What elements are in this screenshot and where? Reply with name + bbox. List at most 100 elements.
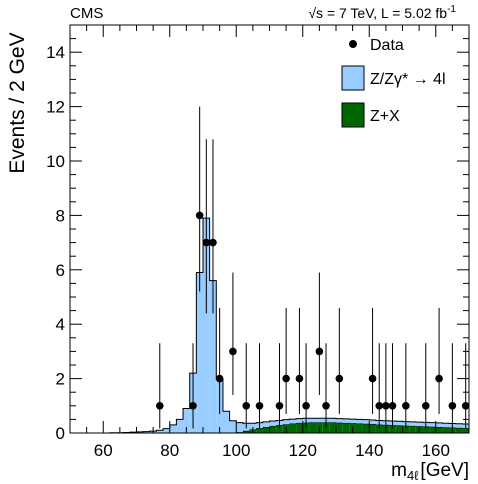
energy-lumi-label: √s = 7 TeV, L = 5.02 fb-1 — [308, 4, 456, 21]
bar-zz-138 — [362, 419, 370, 424]
bar-zx-110 — [269, 425, 277, 433]
legend-entry-1: Z/Zγ* → 4l — [341, 65, 446, 91]
x-axis-title-unit: [GeV] — [420, 460, 469, 481]
data-marker — [368, 374, 377, 383]
x-tick-label: 140 — [355, 441, 383, 460]
bar-zz-104 — [249, 423, 257, 430]
bar-zz-76 — [156, 430, 164, 433]
x-tick-label: 100 — [222, 441, 250, 460]
data-marker — [375, 402, 384, 410]
bar-zx-132 — [342, 422, 350, 433]
data-point-77 — [155, 343, 164, 429]
data-point-125 — [315, 272, 324, 395]
y-tick-label: 12 — [46, 98, 65, 117]
data-point-161 — [435, 307, 443, 414]
data-point-151 — [402, 343, 410, 429]
energy-lumi-text: √s = 7 TeV, L = 5.02 fb — [308, 5, 447, 21]
data-marker — [388, 402, 397, 410]
y-tick-label: 0 — [56, 424, 65, 443]
bar-zx-168 — [462, 428, 469, 433]
bar-zz-84 — [183, 408, 190, 433]
bar-zz-166 — [455, 423, 463, 428]
y-tick-label: 4 — [56, 315, 65, 334]
bar-zz-72 — [143, 431, 150, 433]
bar-zz-78 — [163, 428, 170, 433]
data-marker — [402, 402, 410, 410]
data-marker — [155, 402, 164, 410]
bar-zx-102 — [242, 430, 250, 433]
bar-zz-118 — [296, 418, 303, 423]
data-marker — [229, 347, 237, 356]
bar-zz-160 — [435, 422, 443, 428]
data-marker — [282, 374, 290, 383]
x-axis-title-sub: 4ℓ — [407, 468, 419, 483]
x-axis-title-main: m — [391, 460, 407, 481]
bar-zz-116 — [289, 419, 297, 424]
bar-zx-116 — [289, 423, 297, 433]
y-tick-label: 14 — [46, 43, 65, 62]
data-point-157 — [421, 343, 430, 429]
data-marker — [295, 374, 304, 383]
data-point-113 — [275, 343, 284, 429]
bar-zx-138 — [362, 423, 370, 433]
data-marker — [302, 402, 310, 410]
bar-zx-108 — [262, 427, 270, 433]
data-point-93 — [209, 139, 217, 314]
bar-zz-80 — [169, 424, 177, 433]
data-marker — [382, 402, 390, 410]
data-point-147 — [388, 343, 397, 429]
legend: Data Z/Zγ* → 4l Z+X — [341, 37, 446, 128]
legend-entry-2: Z+X — [341, 102, 400, 128]
bar-zx-152 — [409, 425, 416, 433]
data-point-87 — [189, 343, 197, 429]
bar-zz-110 — [269, 421, 277, 426]
bar-zx-160 — [435, 427, 443, 433]
bar-zx-150 — [402, 425, 410, 433]
bar-zz-132 — [342, 418, 350, 423]
data-marker — [315, 347, 324, 356]
data-marker — [421, 402, 430, 410]
y-tick-label: 10 — [46, 152, 65, 171]
data-marker — [209, 238, 217, 247]
y-tick-label: 8 — [56, 206, 65, 225]
bar-zx-158 — [429, 426, 436, 433]
outline-zz — [70, 217, 469, 434]
bar-zz-98 — [229, 420, 237, 433]
experiment-label: CMS — [70, 5, 103, 22]
bar-zz-96 — [222, 411, 230, 433]
bar-zz-92 — [209, 280, 217, 433]
data-point-165 — [448, 343, 457, 429]
data-marker — [435, 374, 443, 383]
data-point-107 — [255, 343, 264, 429]
data-marker — [215, 374, 224, 383]
data-marker — [448, 402, 457, 410]
bar-zx-162 — [442, 427, 450, 433]
bar-zz-140 — [369, 419, 376, 425]
y-axis-title: Events / 2 GeV — [6, 32, 29, 173]
bar-zz-114 — [282, 419, 290, 425]
bar-zx-166 — [455, 427, 463, 433]
data-marker — [255, 402, 264, 410]
data-marker — [322, 402, 330, 410]
bar-zz-148 — [395, 421, 403, 426]
bar-zx-118 — [296, 422, 303, 433]
legend-swatch — [341, 65, 365, 91]
y-tick-label: 6 — [56, 261, 65, 280]
data-point-169 — [461, 343, 470, 429]
series-zz — [70, 217, 469, 434]
bar-zz-90 — [203, 218, 210, 433]
data-point-119 — [295, 307, 304, 414]
bar-zz-162 — [442, 423, 450, 428]
data-point-91 — [202, 139, 211, 314]
data-point-131 — [335, 307, 344, 414]
bar-zz-124 — [316, 418, 323, 423]
data-marker — [189, 402, 197, 410]
bar-zz-134 — [349, 419, 356, 424]
data-point-115 — [282, 307, 290, 414]
bar-zx-136 — [355, 423, 363, 433]
data-point-99 — [229, 272, 237, 395]
stacked-histograms — [70, 217, 469, 434]
bar-zz-152 — [409, 421, 416, 426]
data-marker — [195, 211, 204, 220]
